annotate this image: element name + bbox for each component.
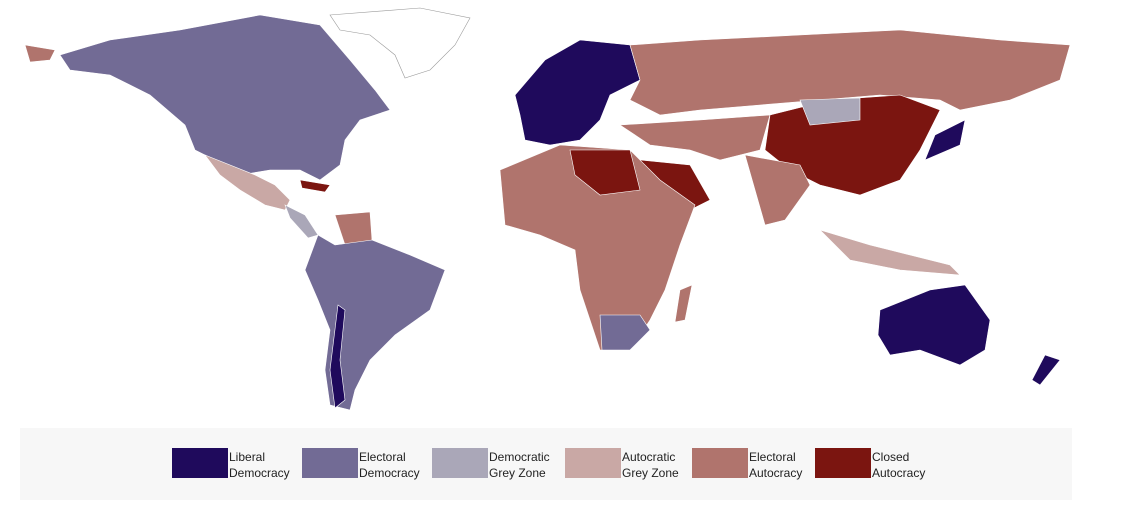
country-region: [599, 314, 651, 351]
legend-swatch: [432, 448, 488, 478]
country-region: [24, 44, 56, 63]
legend-label: Autocracy: [872, 466, 925, 480]
country-region: [924, 119, 966, 161]
legend-swatch: [565, 448, 621, 478]
legend-label: Electoral: [749, 450, 796, 464]
legend-swatch: [815, 448, 871, 478]
legend-swatch: [302, 448, 358, 478]
legend-label: Liberal: [229, 450, 265, 464]
legend: Liberal Democracy Electoral Democracy Democr…: [172, 448, 925, 480]
legend-label: Grey Zone: [622, 466, 679, 480]
legend-label: Autocratic: [622, 450, 675, 464]
country-region: [329, 7, 471, 79]
country-region: [514, 39, 641, 146]
country-region: [284, 204, 319, 239]
country-region: [629, 29, 1071, 116]
legend-swatch: [172, 448, 228, 478]
legend-swatch: [692, 448, 748, 478]
legend-label: Democratic: [489, 450, 550, 464]
country-region: [819, 229, 961, 276]
regions: [24, 7, 1071, 411]
country-region: [304, 234, 446, 411]
legend-label: Democracy: [229, 466, 290, 480]
country-region: [329, 304, 346, 409]
legend-label: Electoral: [359, 450, 406, 464]
country-region: [204, 154, 291, 211]
country-region: [744, 154, 811, 226]
country-region: [299, 179, 331, 193]
legend-label: Grey Zone: [489, 466, 546, 480]
country-region: [674, 284, 693, 323]
country-region: [619, 114, 771, 161]
legend-label: Democracy: [359, 466, 420, 480]
legend-label: Closed: [872, 450, 909, 464]
country-region: [569, 149, 641, 196]
country-region: [334, 211, 373, 246]
country-region: [799, 97, 861, 126]
country-region: [1031, 354, 1061, 386]
legend-label: Autocracy: [749, 466, 802, 480]
country-region: [59, 14, 391, 181]
country-region: [877, 284, 991, 366]
